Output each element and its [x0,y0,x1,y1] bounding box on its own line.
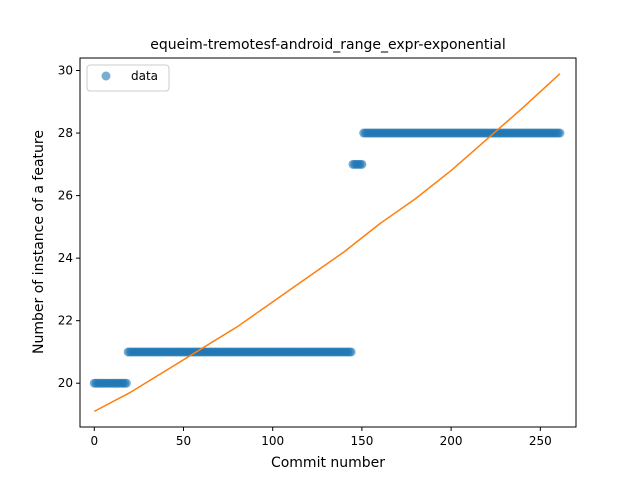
data-point [555,128,565,138]
x-tick-label: 200 [440,434,463,448]
x-tick-label: 250 [529,434,552,448]
legend-box [86,64,170,92]
axes-frame [79,57,577,428]
plot-area [89,73,565,413]
ticks: 0 50 100 150 200 250 20 22 24 26 28 30 [58,64,552,448]
legend-label-data: data [131,69,158,83]
legend: data [86,64,170,92]
scatter-series-data [89,128,565,388]
data-point [346,347,356,357]
x-tick-label: 100 [261,434,284,448]
data-point [357,159,367,169]
y-tick-label: 28 [58,126,73,140]
legend-marker-data [101,71,111,81]
y-tick-label: 30 [58,64,73,78]
y-tick-label: 22 [58,314,73,328]
x-tick-label: 150 [350,434,373,448]
y-tick-label: 26 [58,189,73,203]
x-tick-label: 50 [176,434,191,448]
data-point [121,378,131,388]
y-axis-label: Number of instance of a feature [31,130,47,354]
x-axis-label: Commit number [271,455,385,471]
chart-title: equeim-tremotesf-android_range_expr-expo… [150,37,506,53]
y-tick-label: 24 [58,251,73,265]
y-tick-label: 20 [58,376,73,390]
x-tick-label: 0 [90,434,98,448]
fit-line [93,73,561,413]
